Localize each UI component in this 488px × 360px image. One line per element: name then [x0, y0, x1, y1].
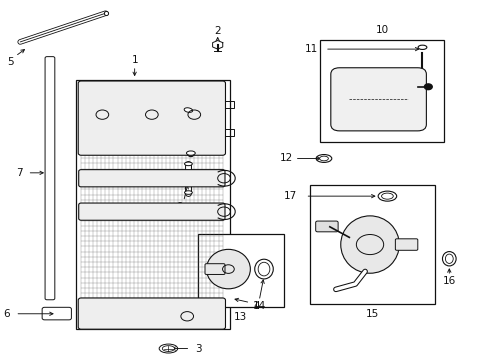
- FancyBboxPatch shape: [78, 81, 225, 155]
- Ellipse shape: [254, 259, 273, 279]
- Text: 6: 6: [4, 309, 10, 319]
- Text: 4: 4: [253, 301, 260, 311]
- Bar: [198, 234, 283, 307]
- Ellipse shape: [377, 191, 396, 201]
- Text: 9: 9: [177, 202, 183, 212]
- FancyBboxPatch shape: [330, 68, 426, 131]
- FancyBboxPatch shape: [79, 170, 224, 187]
- Text: 8: 8: [162, 118, 168, 128]
- Bar: [76, 80, 229, 329]
- Ellipse shape: [162, 346, 174, 351]
- Bar: [320, 40, 444, 142]
- Ellipse shape: [417, 45, 426, 49]
- Ellipse shape: [184, 108, 192, 112]
- FancyBboxPatch shape: [79, 203, 224, 220]
- Ellipse shape: [206, 249, 250, 289]
- Ellipse shape: [445, 254, 452, 264]
- FancyBboxPatch shape: [78, 298, 225, 329]
- Text: 17: 17: [283, 191, 296, 201]
- Text: 12: 12: [279, 153, 292, 163]
- Ellipse shape: [184, 162, 192, 166]
- Ellipse shape: [186, 151, 195, 155]
- FancyBboxPatch shape: [42, 307, 71, 320]
- Bar: [310, 185, 434, 304]
- Text: 1: 1: [131, 55, 138, 65]
- Ellipse shape: [442, 252, 455, 266]
- Text: 2: 2: [214, 26, 221, 36]
- Ellipse shape: [381, 193, 392, 199]
- Text: 3: 3: [195, 343, 202, 354]
- Ellipse shape: [319, 156, 328, 161]
- Text: 11: 11: [304, 44, 317, 54]
- Text: 5: 5: [7, 57, 14, 67]
- Ellipse shape: [316, 154, 331, 162]
- Ellipse shape: [258, 262, 269, 276]
- Ellipse shape: [340, 216, 398, 273]
- Text: 10: 10: [375, 25, 388, 35]
- Text: 15: 15: [365, 309, 378, 319]
- FancyBboxPatch shape: [315, 221, 337, 232]
- Text: 14: 14: [252, 301, 265, 311]
- Ellipse shape: [184, 191, 192, 194]
- FancyBboxPatch shape: [45, 57, 55, 300]
- Ellipse shape: [159, 344, 177, 353]
- Text: 16: 16: [442, 276, 455, 286]
- Circle shape: [424, 84, 431, 90]
- FancyBboxPatch shape: [204, 264, 224, 274]
- Text: 7: 7: [16, 168, 22, 178]
- FancyBboxPatch shape: [395, 239, 417, 250]
- Polygon shape: [212, 41, 223, 49]
- Text: 13: 13: [234, 312, 247, 322]
